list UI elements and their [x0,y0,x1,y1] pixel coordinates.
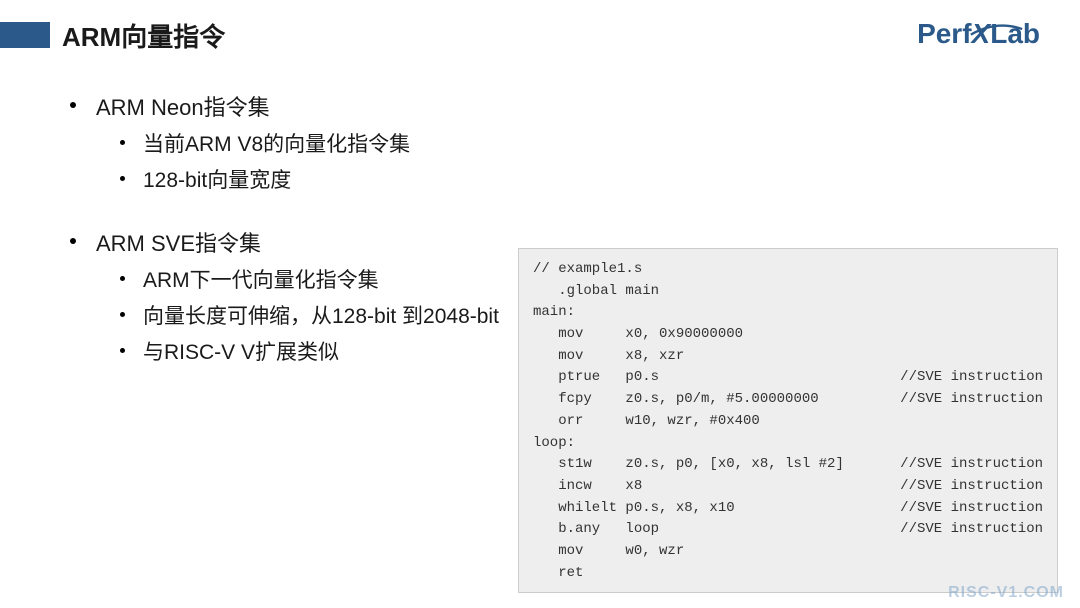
bullet-dot-icon [70,102,76,108]
bullet-text: ARM下一代向量化指令集 [143,264,379,294]
code-line: mov w0, wzr [533,541,1043,563]
bullet-level2: 当前ARM V8的向量化指令集 [120,128,1040,158]
code-line: loop: [533,433,1043,455]
perfxlab-logo: PerfXLab [917,18,1040,50]
logo-perf-text: Perf [917,18,971,49]
code-line: main: [533,302,1043,324]
code-line: // example1.s [533,259,1043,281]
code-snippet: // example1.s .global main main: mov x0,… [518,248,1058,593]
bullet-level1: ARM Neon指令集 [70,90,1040,122]
bullet-text: 与RISC-V V扩展类似 [143,336,339,366]
section-gap [70,200,1040,226]
code-line: .global main [533,281,1043,303]
code-line: whilelt p0.s, x8, x10//SVE instruction [533,498,1043,520]
code-line: orr w10, wzr, #0x400 [533,411,1043,433]
slide-title: ARM向量指令 [62,17,225,54]
bullet-dot-icon [120,276,125,281]
bullet-text: 当前ARM V8的向量化指令集 [143,128,410,158]
bullet-text: ARM Neon指令集 [96,90,270,122]
bullet-dot-icon [120,348,125,353]
bullet-dot-icon [120,176,125,181]
title-accent-bar [0,22,50,48]
code-line: mov x0, 0x90000000 [533,324,1043,346]
bullet-dot-icon [120,140,125,145]
code-line: mov x8, xzr [533,346,1043,368]
code-line: b.any loop//SVE instruction [533,519,1043,541]
code-line: ret [533,563,1043,585]
code-line: incw x8//SVE instruction [533,476,1043,498]
bullet-text: 128-bit向量宽度 [143,164,291,194]
code-line: fcpy z0.s, p0/m, #5.00000000//SVE instru… [533,389,1043,411]
bullet-dot-icon [70,238,76,244]
code-line: ptrue p0.s//SVE instruction [533,367,1043,389]
bullet-text: ARM SVE指令集 [96,226,261,258]
bullet-text: 向量长度可伸缩，从128-bit 到2048-bit [143,300,499,330]
bullet-level2: 128-bit向量宽度 [120,164,1040,194]
code-line: st1w z0.s, p0, [x0, x8, lsl #2]//SVE ins… [533,454,1043,476]
logo-swoosh-icon [969,12,1024,26]
watermark-text: RISC-V1.COM [948,584,1064,602]
bullet-dot-icon [120,312,125,317]
